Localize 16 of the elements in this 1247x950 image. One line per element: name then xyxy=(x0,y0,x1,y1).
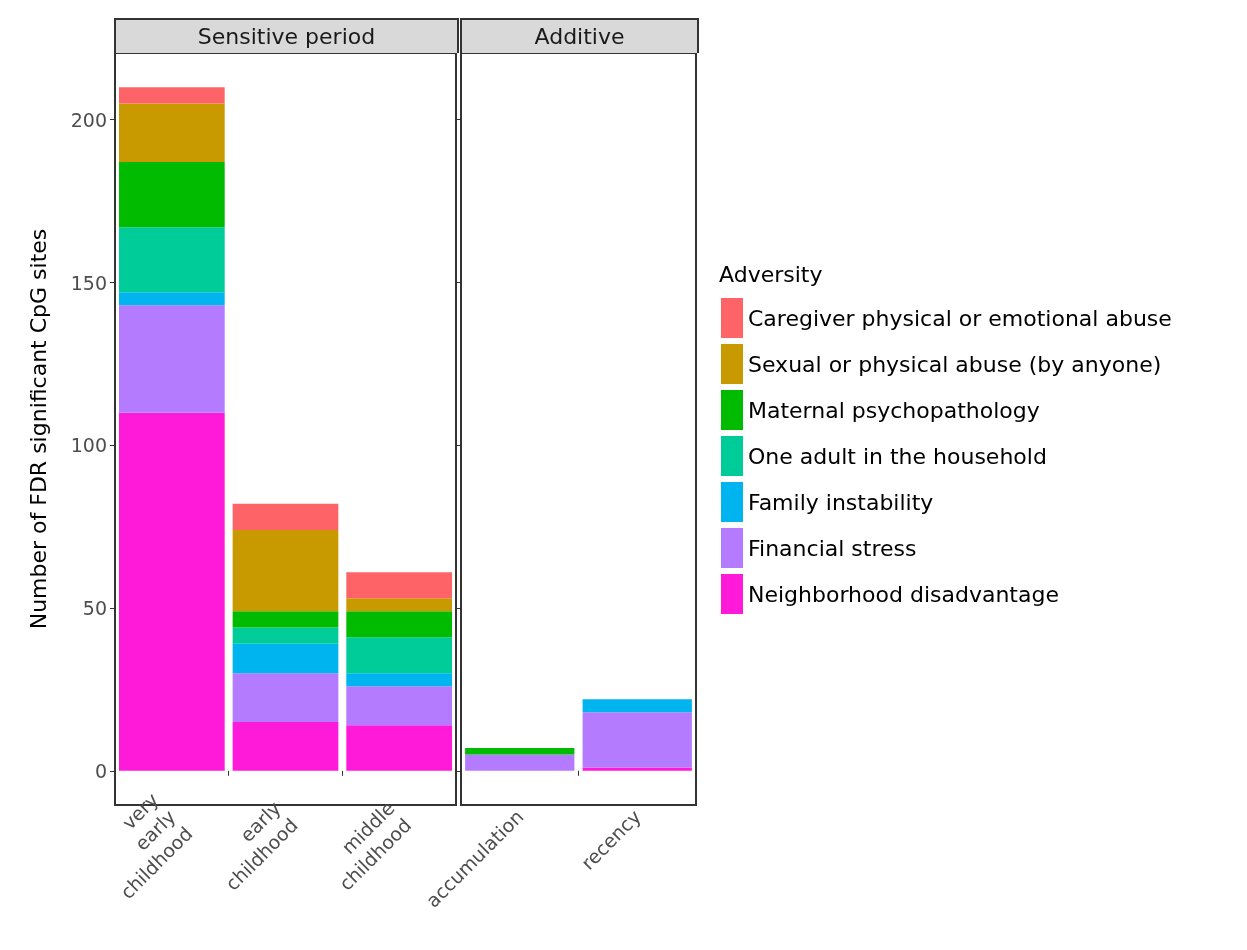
legend-label: Financial stress xyxy=(748,535,917,561)
legend-label: Family instability xyxy=(748,489,934,515)
legend-label: Neighborhood disadvantage xyxy=(748,581,1059,607)
y-tick-label: 100 xyxy=(70,434,107,457)
chart-title: Sensitive period xyxy=(114,18,459,53)
legend-label: Sexual or physical abuse (by anyone) xyxy=(748,351,1162,377)
y-tick-label: 150 xyxy=(70,271,107,294)
legend-label: Maternal psychopathology xyxy=(748,397,1040,423)
legend-title: Adversity xyxy=(719,261,823,287)
y-tick-label: 0 xyxy=(94,759,107,782)
y-tick-label: 50 xyxy=(82,597,107,620)
legend-label: One adult in the household xyxy=(748,443,1047,469)
y-axis-title: Number of FDR significant CpG sites xyxy=(25,228,51,630)
y-tick-label: 200 xyxy=(70,108,107,131)
chart-title: Additive xyxy=(460,18,699,53)
legend-label: Caregiver physical or emotional abuse xyxy=(748,305,1172,331)
